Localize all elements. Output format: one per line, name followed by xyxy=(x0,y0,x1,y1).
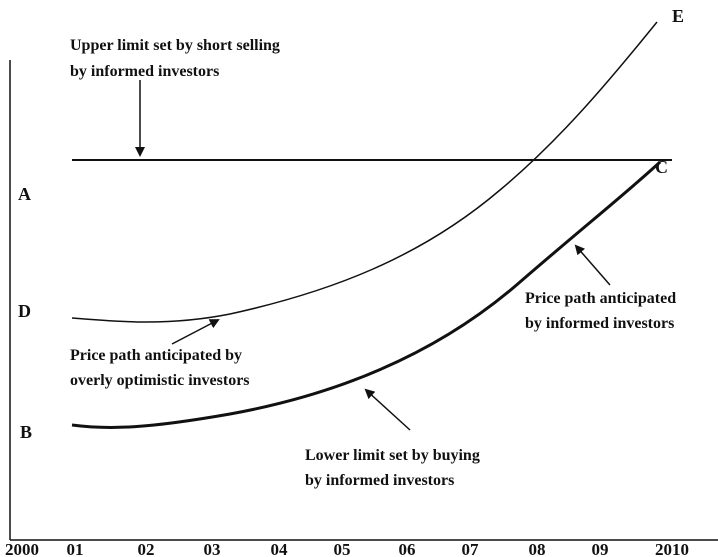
x-tick-label: 01 xyxy=(67,540,84,557)
arrow xyxy=(364,388,411,431)
x-tick-label: 07 xyxy=(462,540,480,557)
x-tick-label: 09 xyxy=(592,540,609,557)
label: overly optimistic investors xyxy=(70,372,250,389)
point-label: C xyxy=(655,157,668,177)
x-tick-label: 05 xyxy=(334,540,351,557)
label: Price path anticipated xyxy=(525,290,676,307)
label: by informed investors xyxy=(305,472,454,489)
label: Upper limit set by short selling xyxy=(70,37,280,54)
x-tick-label: 03 xyxy=(204,540,221,557)
x-tick-label: 2010 xyxy=(655,540,689,557)
arrow xyxy=(574,244,611,286)
point-label: B xyxy=(20,422,32,442)
label: Lower limit set by buying xyxy=(305,447,480,464)
optimistic-path xyxy=(71,21,658,323)
arrow xyxy=(171,319,220,345)
point-label: E xyxy=(672,6,684,26)
x-tick-label: 06 xyxy=(399,540,416,557)
x-tick-label: 2000 xyxy=(5,540,39,557)
label: by informed investors xyxy=(70,63,219,80)
label: Price path anticipated by xyxy=(70,347,242,364)
x-tick-label: 04 xyxy=(271,540,289,557)
point-label: D xyxy=(18,301,31,321)
x-tick-label: 08 xyxy=(529,540,546,557)
informed-path xyxy=(71,160,662,429)
x-tick-label: 02 xyxy=(138,540,155,557)
label: by informed investors xyxy=(525,315,674,332)
point-label: A xyxy=(18,184,31,204)
